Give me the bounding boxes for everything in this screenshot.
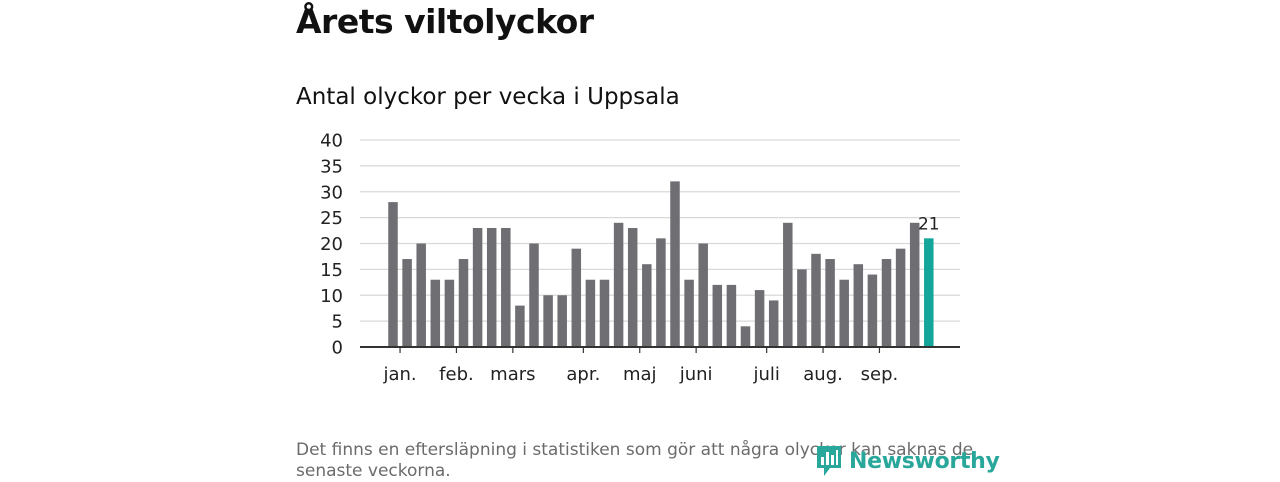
- bar: [797, 269, 807, 347]
- bar: [909, 222, 920, 347]
- y-tick-label: 10: [320, 286, 343, 307]
- bar: [895, 248, 906, 347]
- bar: [571, 248, 582, 347]
- x-tick-label: maj: [623, 364, 657, 385]
- bar: [642, 264, 652, 347]
- bar: [825, 259, 835, 347]
- bar: [458, 259, 469, 347]
- y-tick-label: 15: [320, 260, 343, 281]
- bar: [712, 284, 723, 347]
- bar: [853, 264, 864, 347]
- x-tick-label: apr.: [566, 364, 600, 385]
- y-tick-label: 30: [320, 182, 343, 203]
- x-tick-label: jan.: [382, 364, 416, 385]
- x-tick-label: feb.: [439, 364, 474, 385]
- bar: [698, 243, 708, 347]
- bar: [529, 243, 539, 347]
- chart-title: Årets viltolyckor: [296, 2, 594, 41]
- bar: [585, 279, 596, 347]
- bar: [839, 279, 849, 347]
- bar: [416, 243, 426, 347]
- bar: [670, 181, 680, 347]
- bar: [402, 259, 412, 347]
- x-tick-label: juni: [679, 364, 713, 385]
- bar: [768, 300, 779, 347]
- bar-chart: 0 5 10 15 20 25 30 35 40 21 jan. feb. mars apr. maj jun…: [320, 131, 960, 385]
- newsworthy-logo-icon: [817, 446, 841, 476]
- bar: [867, 274, 878, 347]
- y-tick-label: 0: [332, 338, 343, 359]
- y-tick-label: 40: [320, 131, 343, 152]
- bar: [501, 227, 511, 347]
- x-tick-label: sep.: [861, 364, 899, 385]
- bar: [486, 227, 497, 347]
- bar: [515, 305, 525, 347]
- newsworthy-wordmark: Newsworthy: [849, 448, 1000, 474]
- bar: [557, 295, 567, 347]
- footnote: Det finns en eftersläpning i statistiken…: [296, 440, 974, 481]
- bar: [740, 326, 751, 347]
- bar: [881, 259, 892, 347]
- bar: [472, 227, 483, 347]
- bar: [627, 227, 638, 347]
- bar: [783, 222, 793, 347]
- y-tick-label: 5: [332, 312, 343, 333]
- x-tick-label: mars: [490, 364, 535, 385]
- x-tick-label: juli: [752, 364, 779, 385]
- bar-highlight: [924, 238, 934, 347]
- data-label: 21: [918, 214, 940, 234]
- y-tick-label: 35: [320, 156, 343, 177]
- y-tick-label: 25: [320, 208, 343, 229]
- chart-subtitle: Antal olyckor per vecka i Uppsala: [296, 84, 680, 110]
- bar: [388, 202, 398, 347]
- bar: [444, 279, 455, 347]
- y-tick-label: 20: [320, 234, 343, 255]
- bar: [656, 238, 666, 347]
- bar: [599, 279, 610, 347]
- bar: [811, 253, 821, 347]
- bar: [543, 295, 553, 347]
- bar: [754, 290, 765, 347]
- bar: [613, 222, 624, 347]
- newsworthy-logo: Newsworthy: [815, 444, 1000, 478]
- bar: [684, 279, 694, 347]
- x-tick-label: aug.: [803, 364, 843, 385]
- bar: [726, 284, 737, 347]
- bar: [430, 279, 441, 347]
